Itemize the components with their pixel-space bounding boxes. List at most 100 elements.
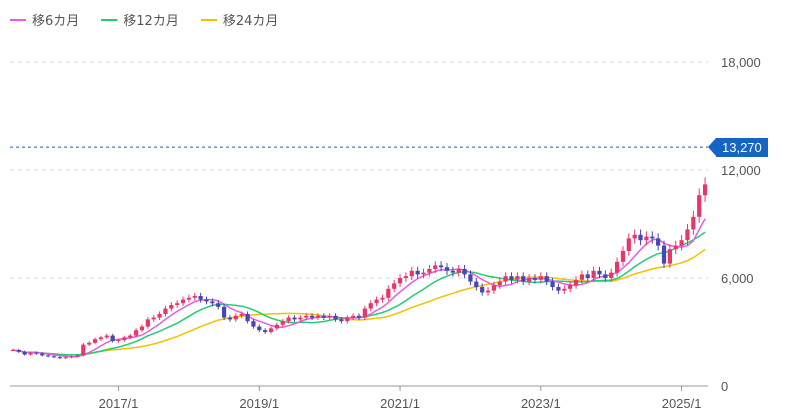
legend-label-ma12: 移12カ月: [123, 14, 179, 29]
candle-body: [591, 270, 596, 278]
candle-body: [444, 267, 450, 271]
candle: [10, 348, 16, 352]
candle: [327, 313, 332, 320]
candle-body: [503, 276, 508, 282]
candle-body: [480, 287, 485, 293]
candle: [620, 246, 626, 267]
candle-body: [362, 308, 367, 318]
candle: [257, 324, 262, 333]
candle-body: [491, 285, 497, 291]
candle: [122, 335, 127, 342]
candle-body: [145, 319, 150, 327]
candle: [579, 270, 585, 284]
candle-body: [69, 356, 74, 358]
candle-body: [298, 317, 303, 320]
candle-body: [87, 342, 92, 345]
candle-body: [497, 281, 502, 286]
candle-body: [227, 317, 233, 320]
candle-body: [309, 315, 315, 318]
moving-average-lines: [12, 218, 706, 358]
candle: [485, 287, 491, 296]
candle-body: [433, 265, 438, 269]
candle: [251, 318, 256, 329]
candle-body: [620, 251, 626, 262]
candle-body: [233, 315, 238, 320]
candle: [333, 313, 338, 322]
candle-body: [22, 351, 27, 355]
candle-body: [304, 315, 309, 318]
legend-item-ma24[interactable]: 移24カ月: [200, 10, 278, 29]
candles: [10, 177, 708, 360]
candle: [556, 283, 561, 294]
candle-body: [10, 350, 16, 351]
candle: [679, 235, 684, 251]
candle-body: [380, 297, 385, 300]
candle-body: [268, 328, 274, 332]
candle-body: [644, 236, 649, 241]
candle-body: [245, 314, 250, 322]
candle-body: [556, 287, 561, 291]
candle: [568, 281, 573, 293]
candle-body: [356, 315, 362, 318]
candle-body: [474, 281, 479, 287]
grid-lines: [10, 61, 708, 387]
candle-body: [51, 356, 57, 358]
candle: [292, 315, 297, 322]
candle: [480, 283, 485, 296]
candle-body: [186, 297, 192, 300]
candle-body: [221, 306, 227, 318]
candle: [16, 348, 21, 353]
candle-body: [679, 240, 684, 246]
candle: [151, 315, 156, 322]
candle: [444, 263, 450, 275]
candle: [468, 270, 473, 286]
candle-body: [515, 276, 520, 280]
candle-body: [538, 276, 543, 280]
candle: [315, 313, 321, 320]
candle: [345, 315, 350, 324]
legend-item-ma12[interactable]: 移12カ月: [101, 10, 179, 29]
candle: [585, 270, 590, 282]
candle-body: [216, 303, 221, 307]
y-tick-label: 6,000: [721, 271, 754, 286]
candle-body: [210, 301, 215, 304]
candle: [403, 272, 409, 282]
candle-body: [286, 317, 291, 322]
candle-body: [40, 353, 45, 356]
ma6-line: [12, 218, 706, 358]
candle-body: [521, 276, 526, 282]
candle: [263, 328, 268, 334]
candle: [521, 272, 526, 286]
candle: [573, 276, 579, 289]
candle-body: [509, 276, 514, 280]
candle: [157, 311, 162, 320]
candle-body: [75, 355, 80, 357]
candle-body: [468, 274, 473, 282]
candle: [374, 296, 379, 307]
candle-body: [257, 326, 262, 331]
candle: [702, 177, 708, 202]
candle-body: [351, 315, 356, 318]
candle-body: [16, 350, 21, 352]
candle: [286, 315, 291, 324]
candle: [145, 317, 150, 329]
candle: [274, 322, 279, 331]
candle: [638, 229, 643, 246]
candle: [538, 272, 543, 284]
candle-body: [139, 326, 145, 331]
candle-body: [550, 281, 555, 287]
candle-body: [579, 274, 585, 280]
candle: [626, 233, 631, 256]
x-tick-label: 2019/1: [239, 396, 279, 411]
candle: [280, 318, 285, 327]
ma12-line: [12, 231, 706, 356]
candle-body: [280, 321, 285, 325]
candle-body: [568, 285, 573, 289]
candle-body: [632, 234, 637, 239]
legend-swatch-ma12: [101, 18, 118, 21]
candle: [227, 315, 233, 322]
candle: [526, 274, 532, 286]
legend-item-ma6[interactable]: 移6カ月: [10, 10, 79, 29]
candle-body: [603, 274, 608, 278]
